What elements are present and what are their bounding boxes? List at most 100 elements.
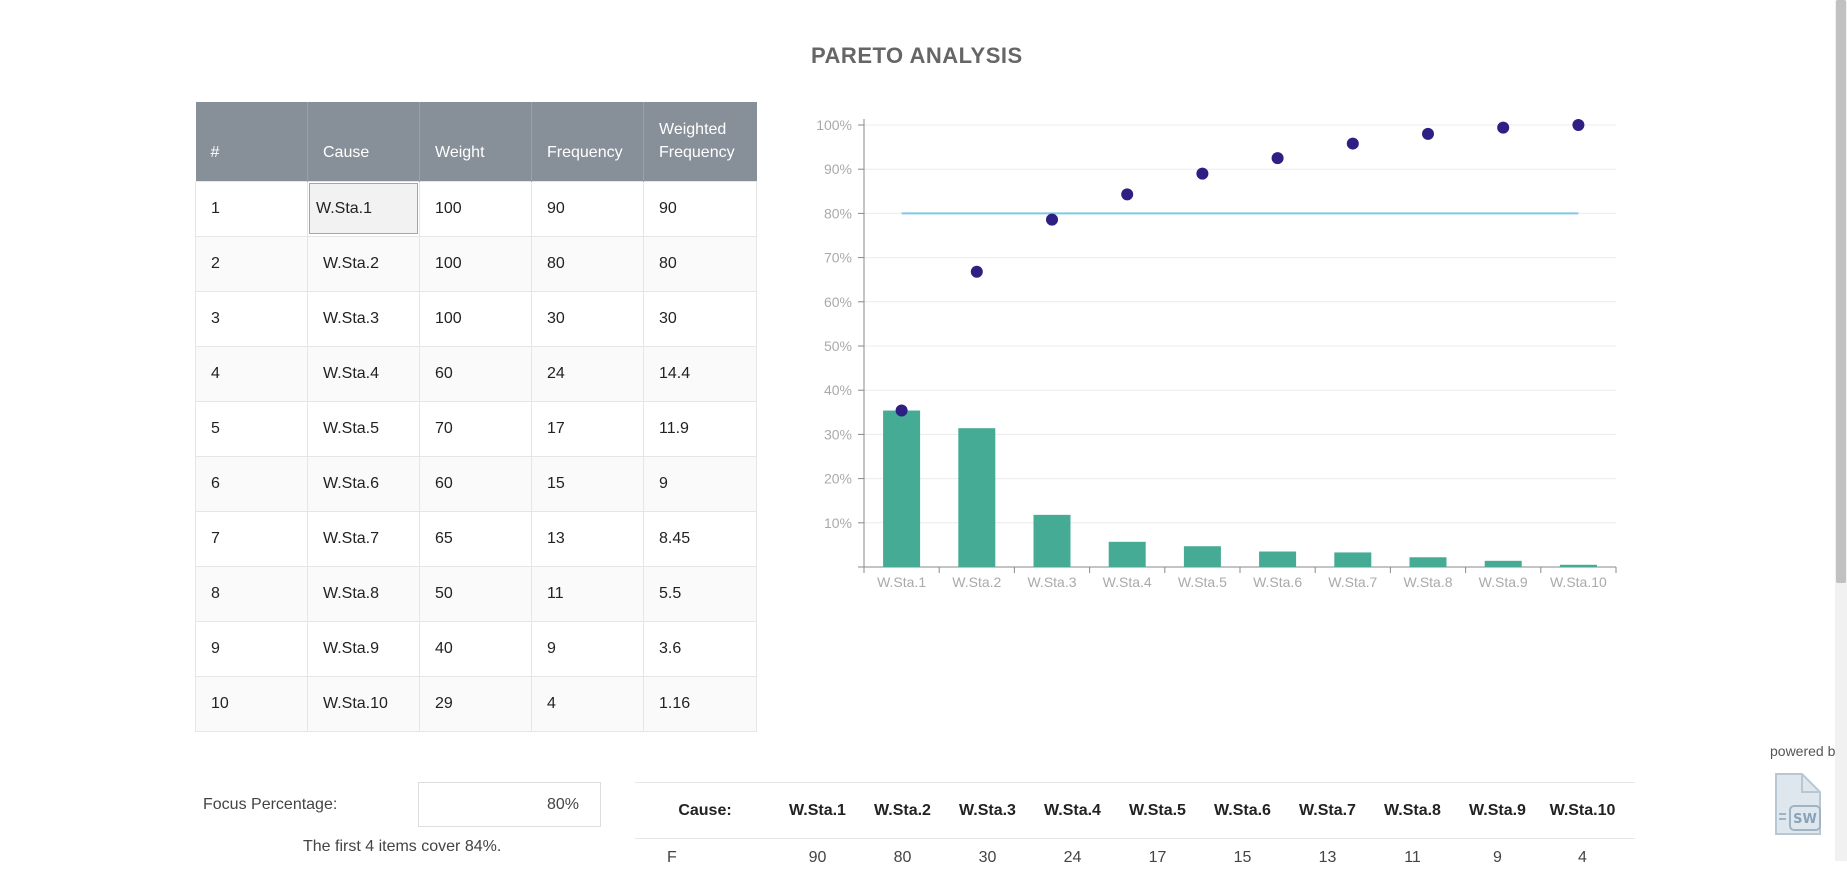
cumulative-point	[1497, 121, 1510, 134]
y-tick-label: 60%	[824, 294, 852, 310]
cell-weight[interactable]: 100	[419, 180, 532, 237]
cell-cause[interactable]: W.Sta.6	[307, 455, 420, 512]
cumulative-point	[1422, 127, 1434, 140]
cell-editor[interactable]: W.Sta.1	[309, 183, 418, 234]
focus-percentage-label: Focus Percentage:	[203, 796, 338, 813]
cumulative-point	[1196, 167, 1209, 180]
cell-frequency[interactable]: 11	[531, 565, 644, 622]
cell-index[interactable]: 7	[195, 510, 308, 567]
cell-weighted-frequency: 90	[643, 180, 757, 237]
y-tick-label: 70%	[824, 250, 852, 266]
cell-weight[interactable]: 60	[419, 455, 532, 512]
bar	[958, 428, 996, 567]
svg-text:SW: SW	[1793, 812, 1817, 827]
cell-cause[interactable]: W.Sta.8	[307, 565, 420, 622]
cell-frequency[interactable]: 24	[531, 345, 644, 402]
summary-value-cell: 30	[978, 849, 997, 866]
cell-index[interactable]: 8	[195, 565, 308, 622]
cell-frequency[interactable]: 13	[531, 510, 644, 567]
scrollbar-thumb[interactable]	[1836, 0, 1846, 583]
cell-index[interactable]: 6	[195, 455, 308, 512]
summary-cause-cell: W.Sta.5	[1129, 801, 1186, 819]
cell-frequency[interactable]: 9	[531, 620, 644, 677]
cell-frequency[interactable]: 4	[531, 675, 644, 732]
cell-weighted-frequency: 30	[643, 290, 757, 347]
summary-row2-label: F	[667, 849, 677, 866]
header-weight: Weight	[419, 102, 532, 181]
cumulative-point	[1121, 188, 1134, 201]
cell-weight[interactable]: 40	[419, 620, 532, 677]
summary-value-cell: 90	[808, 849, 827, 866]
y-tick-label: 50%	[824, 338, 852, 354]
cell-index[interactable]: 2	[195, 235, 308, 292]
table-row: 2 W.Sta.2 100 80 80	[195, 235, 757, 292]
summary-table: Cause: W.Sta.1 W.Sta.2 W.Sta.3 W.Sta.4 W.Sta…	[635, 782, 1635, 889]
bar	[883, 410, 921, 567]
header-weighted-frequency: Weighted Frequency	[643, 102, 757, 181]
bar	[1409, 557, 1447, 567]
cell-weight[interactable]: 60	[419, 345, 532, 402]
y-tick-label: 100%	[816, 117, 852, 133]
powered-by-text: powered by	[1770, 743, 1843, 759]
cell-weighted-frequency: 3.6	[643, 620, 757, 677]
summary-cause-row: Cause: W.Sta.1 W.Sta.2 W.Sta.3 W.Sta.4 W.Sta…	[635, 783, 1635, 839]
cell-index[interactable]: 10	[195, 675, 308, 732]
cell-weight[interactable]: 29	[419, 675, 532, 732]
cell-weighted-frequency: 11.9	[643, 400, 757, 457]
bar	[1033, 514, 1071, 567]
cell-cause[interactable]: W.Sta.3	[307, 290, 420, 347]
cell-frequency[interactable]: 90	[531, 180, 644, 237]
cumulative-point	[970, 265, 983, 278]
cell-cause[interactable]: W.Sta.1	[307, 180, 420, 237]
focus-percentage-input[interactable]: 80%	[418, 782, 601, 827]
y-tick-label: 80%	[824, 205, 852, 221]
header-cause: Cause	[307, 102, 420, 181]
cell-index[interactable]: 5	[195, 400, 308, 457]
cell-cause[interactable]: W.Sta.4	[307, 345, 420, 402]
cell-weight[interactable]: 50	[419, 565, 532, 622]
x-tick-label: W.Sta.8	[1403, 574, 1452, 590]
table-row: 4 W.Sta.4 60 24 14.4	[195, 345, 757, 402]
page-title: PARETO ANALYSIS	[811, 43, 1023, 68]
bar	[1183, 546, 1221, 567]
cell-weight[interactable]: 100	[419, 290, 532, 347]
pareto-data-table: # Cause Weight Frequency Weighted Freque…	[195, 102, 757, 732]
cell-weighted-frequency: 8.45	[643, 510, 757, 567]
cell-frequency[interactable]: 30	[531, 290, 644, 347]
cell-weight[interactable]: 65	[419, 510, 532, 567]
cell-weight[interactable]: 70	[419, 400, 532, 457]
sw-logo-icon[interactable]: SW	[1772, 772, 1824, 838]
cumulative-point	[895, 404, 908, 417]
summary-value-cell: 13	[1318, 849, 1337, 866]
y-tick-label: 40%	[824, 382, 852, 398]
cell-weighted-frequency: 5.5	[643, 565, 757, 622]
summary-frequency-row: F 90 80 30 24 17 15 13 11 9 4	[635, 839, 1635, 889]
x-tick-label: W.Sta.9	[1479, 574, 1528, 590]
cell-cause[interactable]: W.Sta.10	[307, 675, 420, 732]
cell-weight[interactable]: 100	[419, 235, 532, 292]
coverage-summary-text: The first 4 items cover 84%.	[303, 838, 502, 855]
table-row: 8 W.Sta.8 50 11 5.5	[195, 565, 757, 622]
vertical-scrollbar[interactable]	[1835, 0, 1847, 861]
table-row: 5 W.Sta.5 70 17 11.9	[195, 400, 757, 457]
cell-index[interactable]: 1	[195, 180, 308, 237]
cell-frequency[interactable]: 80	[531, 235, 644, 292]
cell-cause[interactable]: W.Sta.9	[307, 620, 420, 677]
table-row: 9 W.Sta.9 40 9 3.6	[195, 620, 757, 677]
cell-cause[interactable]: W.Sta.2	[307, 235, 420, 292]
cell-cause[interactable]: W.Sta.7	[307, 510, 420, 567]
summary-cause-cell: W.Sta.8	[1384, 801, 1441, 819]
header-index: #	[195, 102, 308, 181]
cell-frequency[interactable]: 17	[531, 400, 644, 457]
cell-index[interactable]: 3	[195, 290, 308, 347]
cell-index[interactable]: 4	[195, 345, 308, 402]
cell-frequency[interactable]: 15	[531, 455, 644, 512]
cell-index[interactable]: 9	[195, 620, 308, 677]
header-frequency: Frequency	[531, 102, 644, 181]
table-row: 1 W.Sta.1 100 90 90	[195, 180, 757, 237]
x-tick-label: W.Sta.2	[952, 574, 1001, 590]
summary-value-cell: 9	[1493, 849, 1502, 866]
cell-cause[interactable]: W.Sta.5	[307, 400, 420, 457]
y-tick-label: 90%	[824, 161, 852, 177]
cumulative-point	[1271, 152, 1284, 165]
